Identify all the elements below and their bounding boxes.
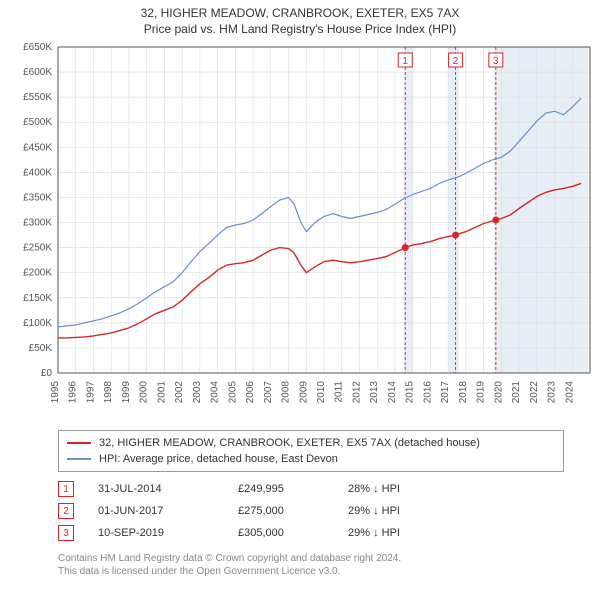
svg-text:2014: 2014 (387, 381, 398, 404)
svg-text:2000: 2000 (139, 381, 150, 404)
legend-item: HPI: Average price, detached house, East… (67, 451, 555, 467)
svg-text:1999: 1999 (121, 381, 132, 404)
footer-line-2: This data is licensed under the Open Gov… (58, 565, 401, 578)
svg-text:£200K: £200K (23, 268, 52, 279)
event-row: 2 01-JUN-2017£275,00029% ↓ HPI (58, 500, 564, 522)
event-price: £249,995 (238, 483, 348, 495)
svg-text:2021: 2021 (511, 381, 522, 404)
svg-text:2012: 2012 (351, 381, 362, 404)
svg-text:2015: 2015 (405, 381, 416, 404)
legend-label: 32, HIGHER MEADOW, CRANBROOK, EXETER, EX… (99, 437, 480, 449)
svg-text:£400K: £400K (23, 168, 52, 179)
svg-text:1998: 1998 (103, 381, 114, 404)
svg-text:2019: 2019 (476, 381, 487, 404)
footer: Contains HM Land Registry data © Crown c… (58, 552, 401, 578)
svg-text:£300K: £300K (23, 218, 52, 229)
event-marker: 1 (58, 481, 74, 497)
event-date: 01-JUN-2017 (98, 505, 238, 517)
event-diff: 29% ↓ HPI (348, 505, 448, 517)
svg-text:3: 3 (493, 56, 499, 67)
svg-text:2016: 2016 (422, 381, 433, 404)
event-price: £275,000 (238, 505, 348, 517)
svg-text:1996: 1996 (68, 381, 79, 404)
svg-text:2001: 2001 (156, 381, 167, 404)
event-marker: 2 (58, 503, 74, 519)
svg-text:2007: 2007 (263, 381, 274, 404)
footer-line-1: Contains HM Land Registry data © Crown c… (58, 552, 401, 565)
svg-text:2: 2 (453, 56, 459, 67)
svg-text:£100K: £100K (23, 318, 52, 329)
event-date: 31-JUL-2014 (98, 483, 238, 495)
svg-text:2018: 2018 (458, 381, 469, 404)
legend-swatch (67, 458, 91, 460)
title-line-2: Price paid vs. HM Land Registry's House … (0, 22, 600, 38)
legend: 32, HIGHER MEADOW, CRANBROOK, EXETER, EX… (58, 430, 564, 472)
svg-text:1995: 1995 (50, 381, 61, 404)
svg-text:1997: 1997 (85, 381, 96, 404)
svg-text:2017: 2017 (440, 381, 451, 404)
svg-text:2002: 2002 (174, 381, 185, 404)
event-date: 10-SEP-2019 (98, 527, 238, 539)
svg-text:£450K: £450K (23, 142, 52, 153)
event-diff: 29% ↓ HPI (348, 527, 448, 539)
title-block: 32, HIGHER MEADOW, CRANBROOK, EXETER, EX… (0, 0, 600, 37)
chart: £0 £50K £100K £150K £200K £250K £300K £350K £400… (8, 43, 592, 413)
svg-text:2013: 2013 (369, 381, 380, 404)
svg-text:£550K: £550K (23, 92, 52, 103)
page: 32, HIGHER MEADOW, CRANBROOK, EXETER, EX… (0, 0, 600, 590)
svg-text:£350K: £350K (23, 193, 52, 204)
svg-text:2008: 2008 (281, 381, 292, 404)
event-marker: 3 (58, 525, 74, 541)
svg-text:2024: 2024 (564, 381, 575, 404)
svg-text:£650K: £650K (23, 43, 52, 53)
svg-text:1: 1 (402, 56, 408, 67)
chart-svg: £0 £50K £100K £150K £200K £250K £300K £350K £400… (8, 43, 592, 413)
event-diff: 28% ↓ HPI (348, 483, 448, 495)
svg-text:2022: 2022 (529, 381, 540, 404)
svg-text:2023: 2023 (547, 381, 558, 404)
event-row: 3 10-SEP-2019£305,00029% ↓ HPI (58, 522, 564, 544)
svg-text:£250K: £250K (23, 243, 52, 254)
title-line-1: 32, HIGHER MEADOW, CRANBROOK, EXETER, EX… (0, 6, 600, 22)
legend-label: HPI: Average price, detached house, East… (99, 453, 338, 465)
svg-text:2006: 2006 (245, 381, 256, 404)
legend-swatch (67, 442, 91, 444)
svg-text:2009: 2009 (298, 381, 309, 404)
event-price: £305,000 (238, 527, 348, 539)
svg-text:£0: £0 (41, 368, 53, 379)
svg-text:2004: 2004 (210, 381, 221, 404)
svg-text:2011: 2011 (334, 381, 345, 403)
event-table: 1 31-JUL-2014£249,99528% ↓ HPI 2 01-JUN-201… (58, 478, 564, 544)
svg-text:2010: 2010 (316, 381, 327, 404)
svg-text:£500K: £500K (23, 117, 52, 128)
svg-text:2020: 2020 (493, 381, 504, 404)
svg-text:2005: 2005 (227, 381, 238, 404)
svg-text:2003: 2003 (192, 381, 203, 404)
legend-item: 32, HIGHER MEADOW, CRANBROOK, EXETER, EX… (67, 435, 555, 451)
svg-text:£600K: £600K (23, 67, 52, 78)
svg-text:£50K: £50K (29, 343, 53, 354)
svg-text:£150K: £150K (23, 293, 52, 304)
event-row: 1 31-JUL-2014£249,99528% ↓ HPI (58, 478, 564, 500)
